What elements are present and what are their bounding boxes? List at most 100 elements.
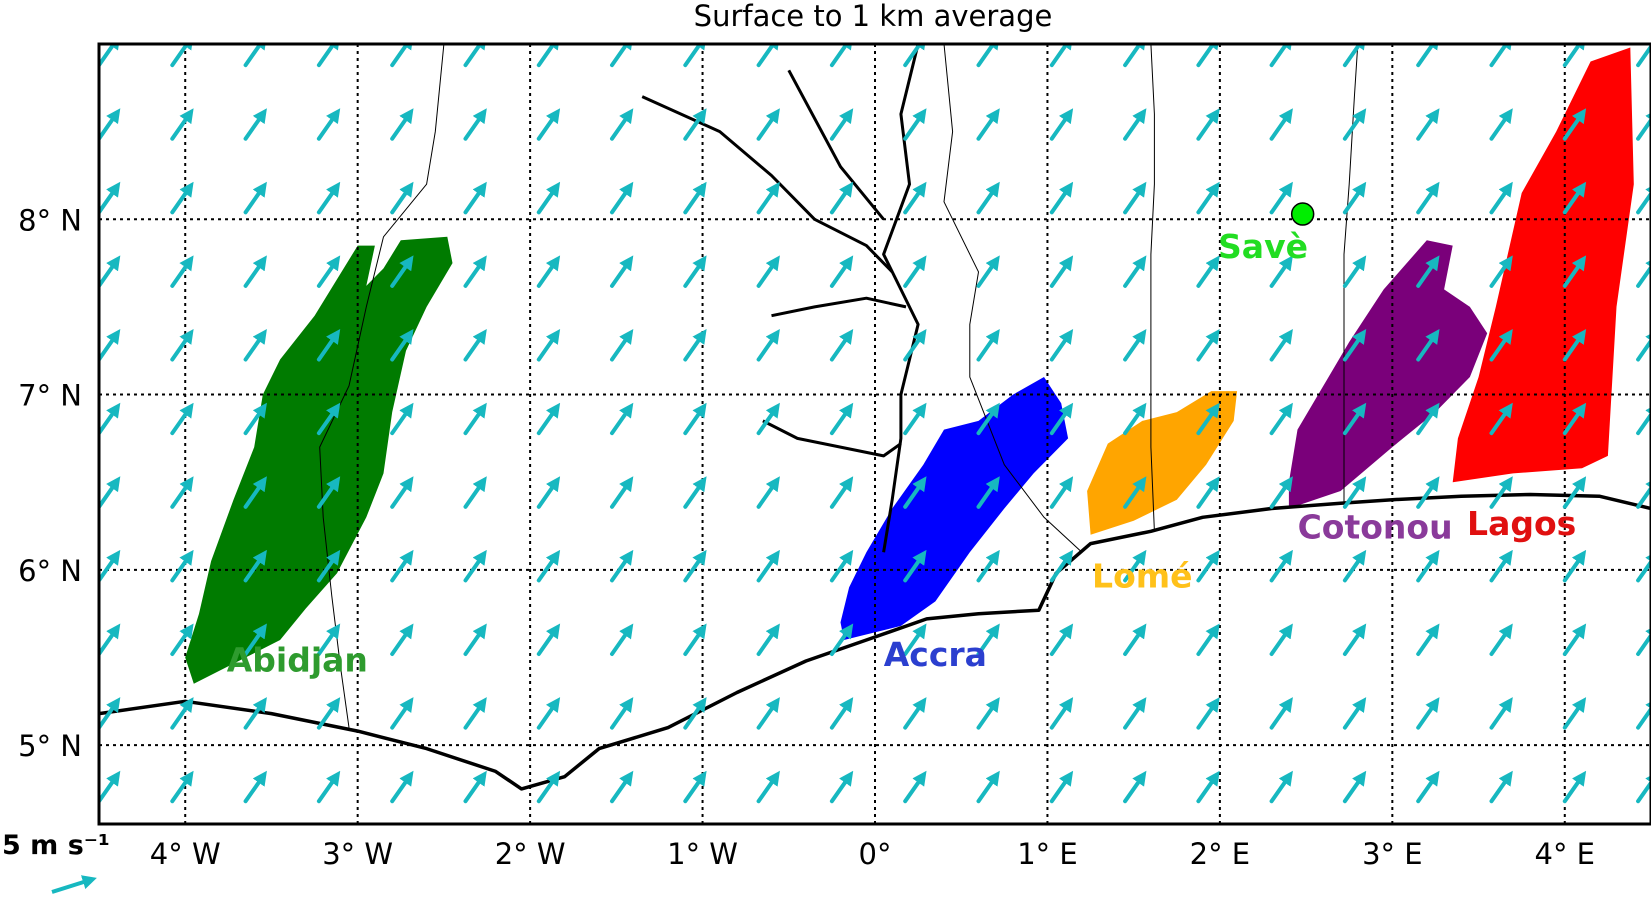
wind-arrow-icon [170,108,194,141]
wind-arrow-icon [829,697,854,730]
wind-arrow-icon [243,181,267,215]
wind-arrow-icon [1489,255,1513,288]
wind-arrow-icon [99,623,121,656]
wind-arrow-icon [1269,697,1293,730]
wind-arrow-icon [463,770,487,804]
wind-arrow-icon [756,549,780,583]
wind-arrow-icon [536,476,561,509]
wind-arrow-icon [536,623,561,656]
wind-arrow-icon [1416,402,1440,436]
wind-arrow-icon [976,623,1000,656]
region-lom [1087,391,1238,535]
wind-scale: 5 m s⁻¹ [2,830,110,894]
lon-tick-label: 4° E [1535,837,1596,871]
country-border [1150,44,1155,532]
wind-arrow-icon [99,108,121,141]
wind-arrow-icon [170,328,194,362]
wind-arrow-icon [316,108,341,141]
wind-arrow-icon [170,181,194,215]
wind-arrow-icon [390,549,414,583]
river-line [787,69,885,221]
wind-arrow-icon [316,476,341,509]
wind-arrow-icon [683,697,707,730]
wind-arrow-icon [829,402,854,436]
wind-arrow-icon [99,697,121,730]
wind-arrow-icon [1049,328,1074,362]
wind-arrow-icon [1636,402,1651,436]
wind-arrow-icon [390,181,414,215]
wind-arrow-icon [1416,328,1440,362]
wind-arrow-icon [903,255,927,288]
wind-arrow-icon [99,181,121,215]
wind-arrow-icon [683,476,707,509]
wind-arrow-icon [316,328,341,362]
wind-arrow-icon [976,770,1000,804]
wind-arrow-icon [1562,328,1587,362]
wind-arrow-icon [683,181,707,215]
wind-arrow-icon [243,623,267,656]
wind-arrow-icon [610,770,634,804]
wind-arrow-icon [756,476,780,509]
wind-vectors [99,44,1651,804]
wind-arrow-icon [1562,255,1587,288]
wind-arrow-icon [683,549,707,583]
wind-arrow-icon [610,402,634,436]
wind-arrow-icon [683,623,707,656]
wind-arrow-icon [99,770,121,804]
wind-arrow-icon [1123,476,1147,509]
wind-arrow-icon [1049,770,1074,804]
wind-arrow-icon [390,328,414,362]
wind-arrow-icon [829,328,854,362]
wind-arrow-icon [243,328,267,362]
wind-arrow-icon [610,697,634,730]
wind-arrow-icon [1342,328,1367,362]
wind-arrow-icon [1049,402,1074,436]
plot-area: Savè Abidjan Accra Lomé Cotonou Lagos [99,44,1651,824]
lat-tick-label: 7° N [18,379,82,413]
wind-arrow-icon [1489,402,1513,436]
wind-arrow-icon [1562,770,1587,804]
wind-arrow-icon [1342,623,1367,656]
wind-arrow-icon [1196,623,1220,656]
wind-arrow-icon [1562,181,1587,215]
wind-arrow-icon [390,770,414,804]
wind-arrow-icon [463,549,487,583]
wind-arrow-icon [170,770,194,804]
wind-arrow-icon [536,328,561,362]
wind-arrow-icon [390,623,414,656]
wind-arrow-icon [1269,623,1293,656]
wind-arrow-icon [1342,476,1367,509]
wind-arrow-icon [976,255,1000,288]
wind-arrow-icon [1489,770,1513,804]
river-line [882,44,920,553]
wind-arrow-icon [463,623,487,656]
wind-arrow-icon [903,108,927,141]
wind-arrow-icon [1416,770,1440,804]
wind-arrow-icon [390,255,414,288]
wind-arrow-icon [1489,181,1513,215]
wind-arrow-icon [903,181,927,215]
wind-arrow-icon [463,402,487,436]
wind-arrow-icon [1636,255,1651,288]
wind-arrow-icon [1562,549,1587,583]
wind-arrow-icon [1636,549,1651,583]
wind-arrow-icon [1636,623,1651,656]
wind-arrow-icon [1489,549,1513,583]
wind-arrow-icon [99,549,121,583]
wind-arrow-icon [1562,402,1587,436]
wind-arrow-icon [463,181,487,215]
wind-arrow-icon [1269,108,1293,141]
wind-arrow-icon [610,255,634,288]
wind-arrow-icon [903,476,927,509]
wind-arrow-icon [316,697,341,730]
wind-arrow-icon [1049,255,1074,288]
wind-arrow-icon [756,623,780,656]
wind-arrow-icon [1342,181,1367,215]
wind-arrow-icon [243,255,267,288]
wind-arrow-icon [1196,476,1220,509]
wind-arrow-icon [903,549,927,583]
wind-arrow-icon [829,623,854,656]
wind-arrow-icon [1562,697,1587,730]
point-markers [1290,202,1315,226]
wind-arrow-icon [1416,549,1440,583]
